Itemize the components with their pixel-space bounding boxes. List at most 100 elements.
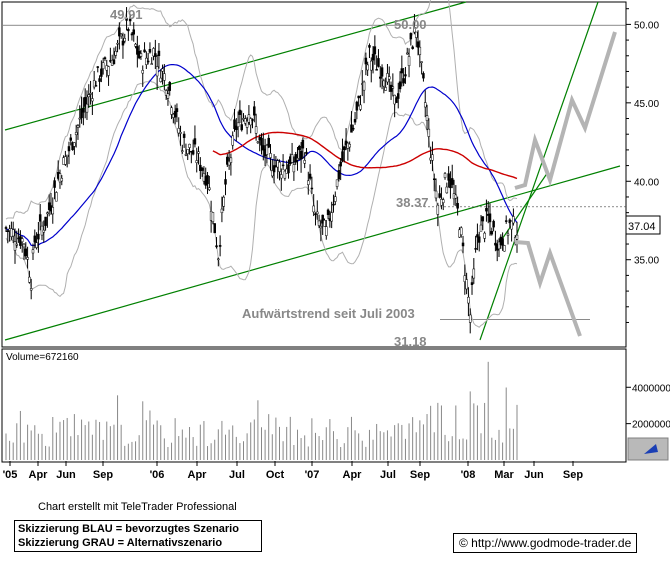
candle-body	[515, 234, 519, 240]
candle-body	[96, 66, 100, 68]
candle-body	[476, 234, 479, 238]
candle-body	[269, 153, 272, 158]
x-tick-label: Jul	[380, 469, 396, 481]
candle-body	[159, 77, 162, 82]
candle-body	[215, 245, 218, 248]
candle-body	[29, 288, 33, 291]
candle-body	[227, 160, 231, 166]
y-tick-label: 45.00	[634, 99, 659, 110]
candle-body	[445, 186, 449, 194]
candle-body	[73, 142, 76, 147]
candle-body	[181, 150, 184, 152]
candle-body	[477, 236, 481, 243]
last-price-label: 37.04	[628, 221, 656, 233]
candle-body	[85, 103, 89, 113]
candle-body	[121, 40, 125, 46]
candle-body	[112, 59, 116, 65]
candle-body	[103, 57, 107, 60]
candle-body	[371, 53, 375, 61]
candle-body	[436, 204, 440, 215]
candle-body	[260, 137, 263, 146]
candle-body	[55, 192, 58, 202]
x-tick-label: '08	[461, 469, 476, 481]
candle-body	[488, 213, 492, 223]
candle-body	[195, 160, 198, 163]
candle-body	[503, 245, 506, 252]
candle-body	[107, 66, 110, 76]
candle-body	[118, 27, 121, 37]
candle-body	[481, 216, 485, 222]
candle-body	[380, 67, 384, 77]
candle-body	[474, 248, 477, 250]
x-tick-label: Jun	[56, 469, 76, 481]
candle-body	[80, 108, 83, 119]
candle-body	[164, 90, 168, 96]
candle-body	[413, 27, 416, 33]
candle-body	[78, 117, 82, 120]
candle-body	[64, 156, 67, 165]
candle-body	[20, 238, 24, 243]
axes: 50.00 45.00 40.00 35.00 4000000 2000000 '05 Apr…	[3, 8, 670, 481]
candle-body	[197, 151, 200, 154]
candle-body	[163, 73, 166, 81]
candle-body	[305, 151, 308, 154]
candle-body	[359, 104, 362, 110]
candle-body	[472, 268, 476, 279]
candle-body	[60, 178, 64, 182]
candle-body	[287, 164, 290, 174]
candle-body	[310, 187, 314, 190]
candle-body	[132, 29, 135, 35]
candle-body	[37, 233, 40, 240]
candle-body	[479, 224, 483, 232]
candle-body	[51, 207, 55, 215]
candle-body	[91, 98, 94, 102]
candle-body	[501, 238, 504, 246]
candle-body	[123, 38, 127, 42]
high-2007-label: 50.00	[394, 17, 427, 32]
volume-tick-label: 4000000	[632, 383, 670, 394]
scroll-corner[interactable]	[627, 437, 669, 461]
candle-body	[504, 220, 508, 222]
candle-body	[298, 145, 301, 151]
candle-body	[236, 122, 240, 127]
scenario-alternative-path	[514, 240, 582, 337]
candle-body	[343, 146, 346, 151]
candle-body	[154, 53, 157, 57]
candle-body	[213, 223, 216, 234]
high-2006-label: 49.91	[110, 7, 143, 22]
y-tick-label: 40.00	[634, 177, 659, 188]
candle-body	[425, 115, 429, 121]
candle-body	[405, 52, 409, 55]
candle-body	[423, 102, 427, 108]
candle-body	[337, 170, 341, 180]
candle-body	[459, 227, 463, 236]
y-tick-label: 50.00	[634, 20, 659, 31]
candle-body	[463, 275, 467, 282]
candle-body	[89, 93, 92, 95]
candle-body	[245, 120, 249, 128]
support-label: 38.37	[396, 195, 429, 210]
candle-body	[31, 249, 35, 254]
candle-body	[317, 220, 321, 226]
candle-body	[235, 125, 238, 131]
candle-body	[506, 233, 510, 236]
candle-body	[155, 66, 159, 77]
candle-body	[299, 150, 303, 160]
source-link[interactable]: © http://www.godmode-trader.de	[453, 533, 638, 553]
candle-body	[290, 154, 294, 163]
candle-body	[249, 118, 252, 126]
candle-body	[281, 164, 285, 167]
candle-body	[465, 279, 468, 290]
channel-lower-line	[4, 165, 621, 341]
x-tick-label: Oct	[266, 469, 285, 481]
price-panel	[1, 1, 627, 348]
legend-blue: Skizzierung BLAU = bevorzugtes Szenario	[18, 523, 239, 535]
candle-body	[404, 74, 407, 77]
candle-body	[125, 17, 128, 21]
credit-text: Chart erstellt mit TeleTrader Profession…	[38, 501, 237, 513]
x-tick-label: Apr	[188, 469, 208, 481]
x-tick-label: Apr	[343, 469, 363, 481]
candle-body	[366, 64, 369, 71]
candle-body	[11, 229, 15, 237]
candle-body	[143, 49, 146, 53]
